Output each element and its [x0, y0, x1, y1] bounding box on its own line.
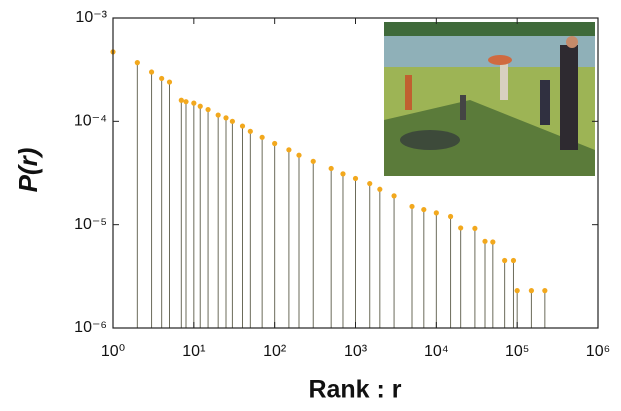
- point: [510, 257, 517, 264]
- point: [421, 206, 427, 213]
- point: [447, 213, 454, 220]
- point: [286, 147, 292, 153]
- point: [409, 203, 415, 210]
- plot-area: [110, 49, 548, 328]
- point: [148, 69, 155, 75]
- point: [159, 75, 165, 82]
- point: [272, 140, 278, 147]
- y-tick-label: 10⁻⁴: [74, 113, 107, 130]
- point: [239, 123, 246, 129]
- point: [482, 238, 488, 244]
- point: [542, 288, 548, 294]
- point: [197, 103, 203, 109]
- y-axis-title: P(r): [13, 148, 43, 193]
- point: [296, 152, 302, 158]
- y-tick-label: 10⁻⁶: [74, 319, 107, 336]
- point: [352, 175, 359, 182]
- y-tick-label: 10⁻³: [75, 9, 107, 26]
- x-tick-label: 10⁴: [424, 343, 449, 360]
- point: [215, 112, 221, 118]
- point: [205, 106, 211, 113]
- point: [310, 158, 316, 164]
- x-tick-label: 10⁶: [586, 343, 610, 360]
- point: [502, 257, 508, 264]
- point: [134, 60, 140, 66]
- x-tick-label: 10²: [263, 343, 287, 360]
- x-tick-label: 10¹: [182, 343, 205, 360]
- point: [377, 186, 383, 192]
- point: [259, 134, 265, 140]
- point: [458, 225, 464, 231]
- point: [472, 225, 478, 232]
- point: [433, 210, 439, 216]
- point: [166, 79, 173, 85]
- point: [229, 118, 236, 124]
- point: [183, 99, 189, 105]
- x-tick-label: 10⁰: [101, 343, 125, 360]
- point: [340, 171, 346, 177]
- point: [223, 115, 229, 121]
- point: [528, 288, 535, 294]
- point: [328, 165, 334, 172]
- x-tick-label: 10⁵: [505, 343, 529, 360]
- point: [490, 239, 496, 245]
- point: [247, 128, 253, 134]
- point: [367, 180, 373, 187]
- y-tick-label: 10⁻⁵: [74, 216, 107, 233]
- inset-painting: [384, 22, 595, 176]
- x-axis-title: Rank : r: [308, 376, 401, 404]
- x-tick-label: 10³: [344, 343, 368, 360]
- point: [178, 97, 184, 103]
- point: [514, 288, 520, 294]
- point: [391, 193, 397, 199]
- point: [191, 100, 197, 106]
